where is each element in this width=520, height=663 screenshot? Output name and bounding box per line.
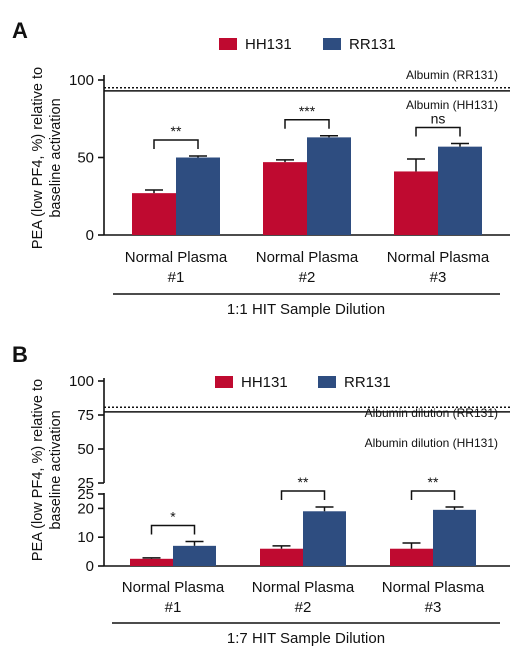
y-tick-label: 100 xyxy=(69,373,94,390)
bar xyxy=(433,509,476,566)
x-axis-label: 1:7 HIT Sample Dilution xyxy=(227,630,385,647)
significance-bracket xyxy=(410,490,456,500)
category-label: Normal Plasma xyxy=(125,249,228,266)
category-label: #2 xyxy=(299,269,316,286)
legend-swatch xyxy=(215,376,233,388)
reference-label: Albumin (RR131) xyxy=(406,68,498,82)
panel-letter: A xyxy=(12,18,28,43)
y-axis-label: PEA (low PF4, %) relative to baseline act… xyxy=(30,67,64,249)
reference-label: Albumin dilution (HH131) xyxy=(365,436,498,450)
significance-bracket xyxy=(153,139,199,149)
bar xyxy=(176,157,220,235)
significance-label: ** xyxy=(428,474,439,490)
category-label: #1 xyxy=(168,269,185,286)
category-label: #3 xyxy=(425,599,442,616)
y-tick-label: 50 xyxy=(77,441,94,458)
significance-label: *** xyxy=(299,103,316,119)
y-axis-label-line: PEA (low PF4, %) relative to xyxy=(30,67,46,249)
legend-swatch xyxy=(318,376,336,388)
legend-label: RR131 xyxy=(349,36,396,53)
bar xyxy=(263,162,307,235)
bar xyxy=(438,146,482,235)
category-label: Normal Plasma xyxy=(122,579,225,596)
y-tick-label: 0 xyxy=(86,227,94,244)
y-tick-label: 50 xyxy=(77,150,94,167)
y-axis-label-line: PEA (low PF4, %) relative to xyxy=(30,379,46,561)
legend-swatch xyxy=(219,38,237,50)
y-tick-label: 10 xyxy=(77,529,94,546)
panel-letter: B xyxy=(12,342,28,367)
significance-bracket xyxy=(284,119,330,129)
legend-label: HH131 xyxy=(245,36,292,53)
y-axis-label-line: baseline activation xyxy=(48,410,64,529)
significance-bracket xyxy=(280,490,326,500)
significance-label: ** xyxy=(171,123,182,139)
y-tick-label: 25 xyxy=(77,486,94,503)
reference-label: Albumin (HH131) xyxy=(406,98,498,112)
bar xyxy=(260,548,303,566)
y-tick-label: 75 xyxy=(77,407,94,424)
category-label: #1 xyxy=(165,599,182,616)
significance-label: ** xyxy=(298,474,309,490)
legend-label: RR131 xyxy=(344,374,391,391)
category-label: #2 xyxy=(295,599,312,616)
significance-label: ns xyxy=(431,111,446,127)
legend-label: HH131 xyxy=(241,374,288,391)
y-tick-label: 25 xyxy=(77,475,94,492)
y-axis-label-line: baseline activation xyxy=(48,98,64,217)
category-label: Normal Plasma xyxy=(256,249,359,266)
y-axis-label: PEA (low PF4, %) relative to baseline act… xyxy=(30,379,64,561)
panel-a: A HH131 RR131 0 50 100 PEA (low PF4, %) relati… xyxy=(12,18,510,318)
legend-swatch xyxy=(323,38,341,50)
category-label: Normal Plasma xyxy=(252,579,355,596)
reference-label: Albumin dilution (RR131) xyxy=(365,406,498,420)
bar xyxy=(303,511,346,566)
significance-label: * xyxy=(170,509,176,525)
category-label: Normal Plasma xyxy=(382,579,485,596)
bar xyxy=(307,137,351,235)
category-label: Normal Plasma xyxy=(387,249,490,266)
y-tick-label: 100 xyxy=(69,72,94,89)
category-label: #3 xyxy=(430,269,447,286)
x-axis-label: 1:1 HIT Sample Dilution xyxy=(227,301,385,318)
significance-bracket xyxy=(150,524,196,535)
bar xyxy=(390,548,433,566)
y-tick-label: 0 xyxy=(86,558,94,575)
bar xyxy=(173,545,216,566)
significance-bracket xyxy=(415,126,461,137)
bar xyxy=(130,558,173,566)
y-tick-label: 20 xyxy=(77,500,94,517)
bar xyxy=(132,193,176,235)
bar xyxy=(394,171,438,235)
